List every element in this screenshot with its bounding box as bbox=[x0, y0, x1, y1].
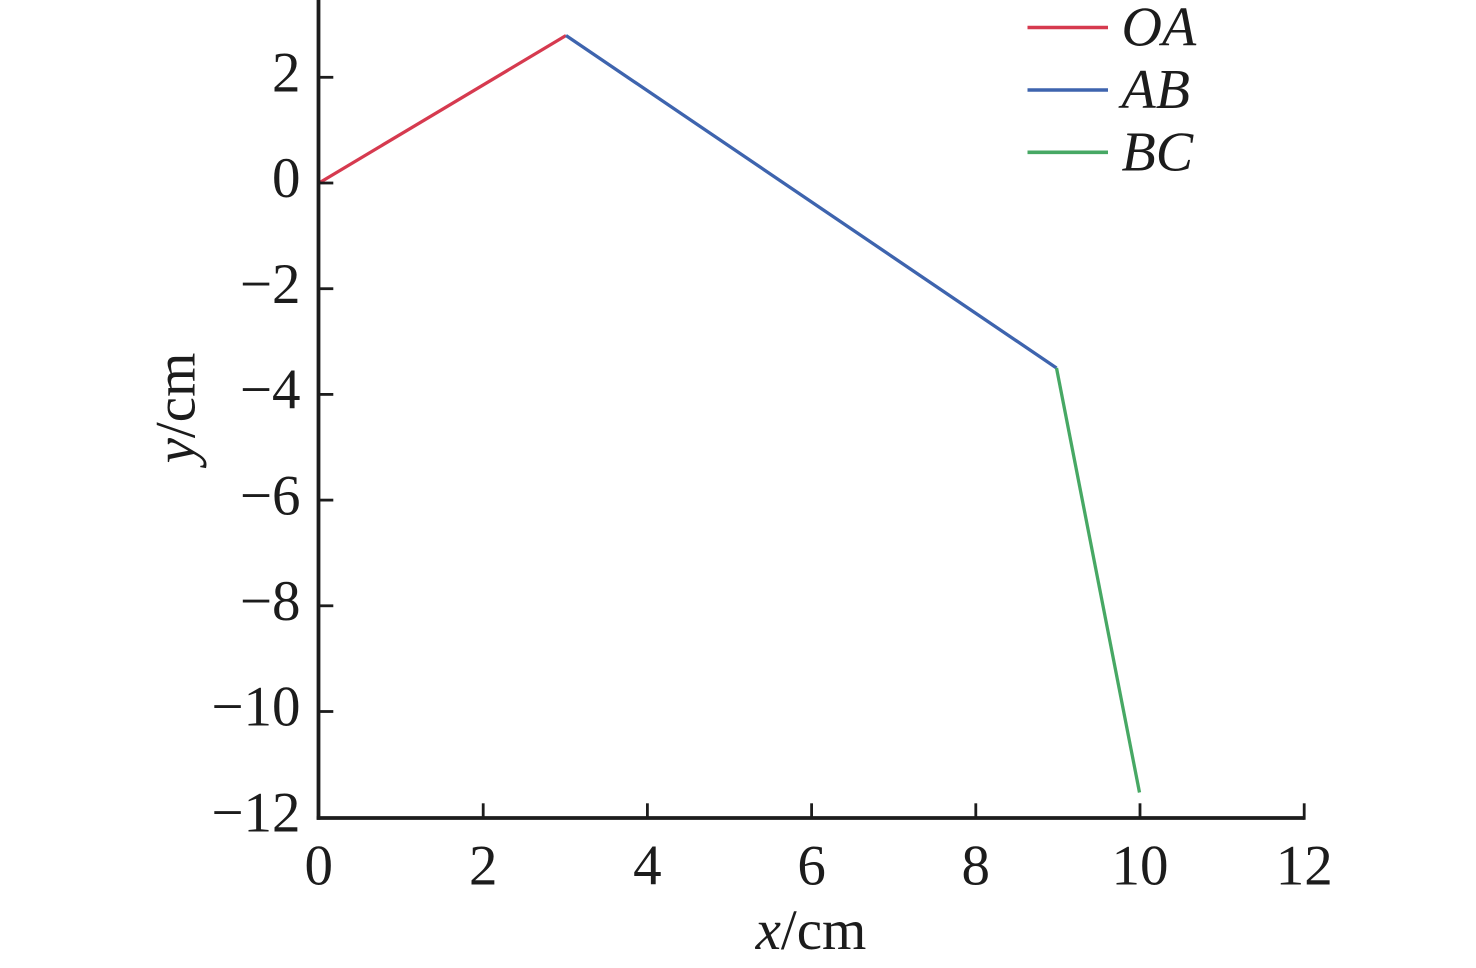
svg-text:−8: −8 bbox=[240, 570, 301, 633]
svg-text:2: 2 bbox=[469, 835, 498, 898]
svg-text:−2: −2 bbox=[240, 253, 301, 316]
svg-text:−12: −12 bbox=[211, 781, 300, 844]
svg-text:BC: BC bbox=[1122, 121, 1194, 183]
svg-text:8: 8 bbox=[962, 835, 991, 898]
svg-text:12: 12 bbox=[1276, 835, 1333, 898]
svg-text:0: 0 bbox=[272, 147, 301, 210]
svg-text:10: 10 bbox=[1112, 835, 1169, 898]
svg-text:OA: OA bbox=[1122, 0, 1197, 59]
svg-text:−4: −4 bbox=[240, 359, 301, 422]
svg-text:AB: AB bbox=[1118, 59, 1190, 121]
svg-text:−10: −10 bbox=[211, 676, 300, 739]
svg-text:−6: −6 bbox=[240, 464, 301, 527]
svg-text:4: 4 bbox=[633, 835, 662, 898]
svg-text:0: 0 bbox=[305, 835, 334, 898]
svg-text:2: 2 bbox=[272, 42, 301, 105]
svg-text:6: 6 bbox=[797, 835, 826, 898]
svg-text:y/cm: y/cm bbox=[145, 353, 208, 469]
svg-text:x/cm: x/cm bbox=[755, 899, 867, 962]
